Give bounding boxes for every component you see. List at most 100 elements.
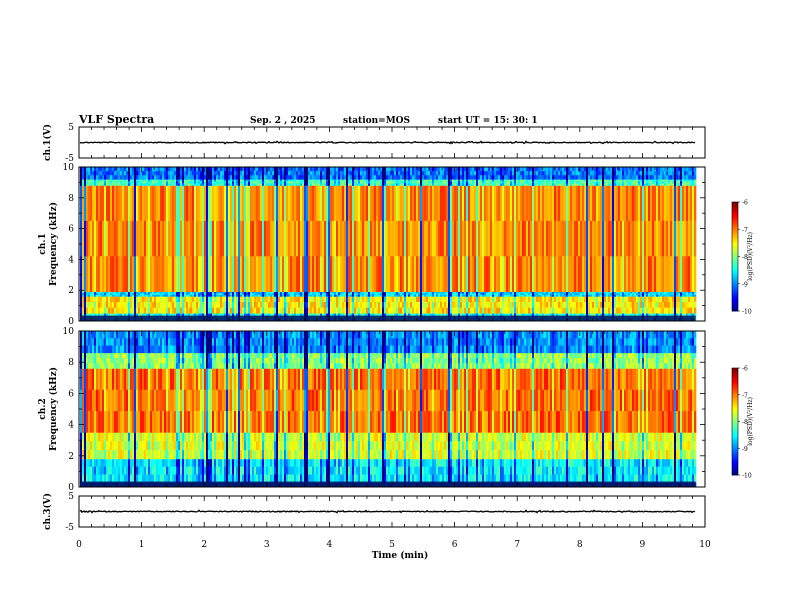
spectrogram-cell (356, 185, 359, 222)
spectrogram-cell (272, 175, 275, 180)
spectrogram-cell (154, 291, 157, 294)
spectrogram-cell (520, 307, 523, 314)
spectrogram-cell (96, 183, 99, 186)
spectrogram-cell (332, 220, 335, 257)
spectrogram-cell (358, 291, 361, 294)
spectrogram-cell (548, 185, 551, 222)
spectrogram-cell (322, 307, 325, 314)
spectrogram-cell (480, 291, 483, 294)
spectrogram-cell (296, 181, 299, 184)
spectrogram-cell (262, 179, 265, 182)
spectrogram-cell (332, 175, 335, 180)
spectrogram-cell (564, 181, 567, 184)
spectrogram-cell (594, 291, 597, 294)
spectrogram-cell (570, 296, 573, 303)
spectrogram-cell (434, 293, 437, 296)
spectrogram-cell (252, 296, 255, 303)
spectrogram-cell (472, 307, 475, 314)
spectrogram-cell (306, 307, 309, 314)
spectrogram-cell (156, 291, 159, 294)
spectrogram-cell (380, 307, 383, 314)
spectrogram-cell (136, 185, 139, 222)
spectrogram-cell (218, 302, 221, 308)
spectrogram-cell (522, 179, 525, 182)
spectrogram-cell (608, 171, 611, 176)
spectrogram-cell (412, 181, 415, 184)
spectrogram-cell (116, 293, 119, 296)
spectrogram-cell (344, 181, 347, 184)
spectrogram-cell (148, 220, 151, 257)
spectrogram-cell (592, 181, 595, 184)
spectrogram-cell (178, 293, 181, 296)
spectrogram-cell (620, 167, 623, 172)
spectrogram-cell (498, 256, 501, 293)
spectrogram-cell (380, 181, 383, 184)
spectrogram-cell (156, 167, 159, 172)
spectrogram-cell (420, 167, 423, 172)
spectrogram-cell (486, 171, 489, 176)
spectrogram-cell (234, 313, 237, 317)
spectrogram-cell (184, 175, 187, 180)
spectrogram-cell (94, 296, 97, 303)
spectrogram-cell (502, 302, 505, 308)
spectrogram-cell (568, 183, 571, 186)
spectrogram-cell (476, 296, 479, 303)
spectrogram-cell (512, 175, 515, 180)
spectrogram-cell (490, 185, 493, 222)
spectrogram-cell (496, 313, 499, 317)
spectrogram-cell (604, 313, 607, 317)
spectrogram-cell (322, 183, 325, 186)
spectrogram-cell (224, 220, 227, 257)
spectrogram-cell (390, 171, 393, 176)
spectrogram-cell (538, 293, 541, 296)
spectrogram-cell (484, 183, 487, 186)
spectrogram-cell (190, 171, 193, 176)
spectrogram-cell (250, 256, 253, 293)
spectrogram-cell (462, 307, 465, 314)
spectrogram-cell (200, 179, 203, 182)
spectrogram-cell (616, 313, 619, 317)
spectrogram-cell (316, 302, 319, 308)
spectrogram-cell (82, 179, 85, 182)
spectrogram-cell (330, 296, 333, 303)
spectrogram-cell (502, 183, 505, 186)
spectrogram-cell (324, 183, 327, 186)
spectrogram-cell (404, 167, 407, 172)
spectrogram-cell (82, 313, 85, 317)
spectrogram-cell (264, 307, 267, 314)
spectrogram-cell (376, 179, 379, 182)
spectrogram-cell (588, 296, 591, 303)
spectrogram-cell (164, 167, 167, 172)
spectrogram-cell (358, 302, 361, 308)
spectrogram-cell (132, 183, 135, 186)
spectrogram-cell (218, 296, 221, 303)
spectrogram-cell (84, 183, 87, 186)
spectrogram-cell (446, 167, 449, 172)
spectrogram-cell (232, 220, 235, 257)
spectrogram-cell (254, 220, 257, 257)
spectrogram-cell (276, 175, 279, 180)
spectrogram-cell (442, 302, 445, 308)
spectrogram-cell (186, 291, 189, 294)
spectrogram-cell (152, 302, 155, 308)
spectrogram-cell (312, 296, 315, 303)
spectrogram-cell (448, 175, 451, 180)
spectrogram-cell (340, 171, 343, 176)
spectrogram-cell (554, 313, 557, 317)
spectrogram-cell (514, 181, 517, 184)
spectrogram-cell (206, 183, 209, 186)
spectrogram-cell (336, 293, 339, 296)
spectrogram-cell (572, 175, 575, 180)
spectrogram-cell (400, 179, 403, 182)
spectrogram-cell (368, 294, 371, 297)
spectrogram-cell (246, 179, 249, 182)
spectrogram-cell (214, 294, 217, 297)
spectrogram-cell (552, 183, 555, 186)
spectrogram-cell (518, 302, 521, 308)
spectrogram-cell (420, 296, 423, 303)
spectrogram-cell (374, 167, 377, 172)
spectrogram-cell (172, 183, 175, 186)
spectrogram-cell (180, 302, 183, 308)
spectrogram-cell (226, 294, 229, 297)
spectrogram-cell (388, 181, 391, 184)
